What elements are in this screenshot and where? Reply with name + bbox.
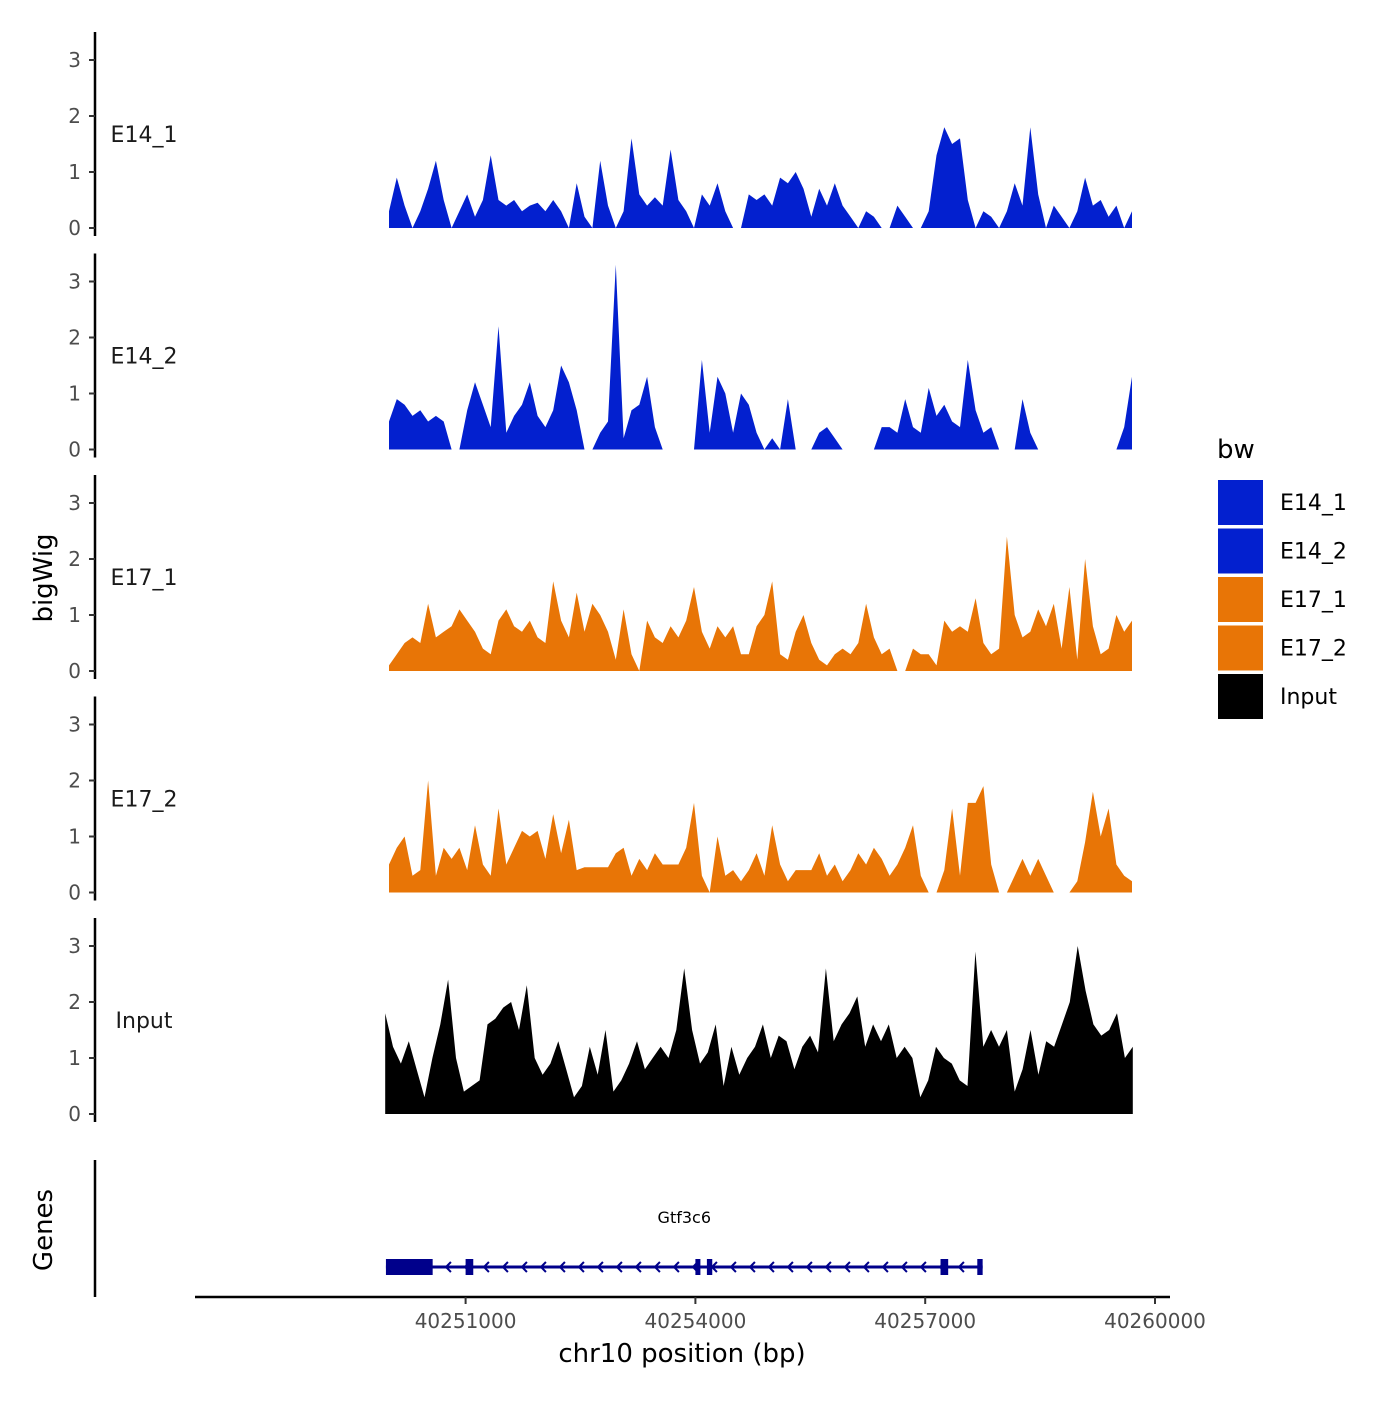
strand-chevron bbox=[615, 1261, 623, 1273]
y-tick-label: 2 bbox=[68, 769, 81, 793]
legend-label-Input: Input bbox=[1280, 685, 1337, 710]
y-tick-label: 2 bbox=[68, 990, 81, 1014]
track-label-E17_2: E17_2 bbox=[111, 788, 178, 813]
gene-Gtf3c6: Gtf3c6 bbox=[385, 1208, 983, 1275]
y-tick-label: 0 bbox=[68, 438, 81, 462]
strand-chevron bbox=[900, 1261, 908, 1273]
track-E14_1: 0 1 2 3 E14_1 bbox=[68, 32, 1132, 240]
strand-chevron bbox=[767, 1261, 775, 1273]
strand-chevron bbox=[729, 1261, 737, 1273]
x-tick-label: 40251000 bbox=[415, 1309, 517, 1333]
strand-chevron bbox=[577, 1261, 585, 1273]
y-tick-label: 0 bbox=[68, 659, 81, 683]
strand-chevron bbox=[558, 1261, 566, 1273]
y-tick-label: 3 bbox=[68, 934, 81, 958]
y-tick-label: 3 bbox=[68, 491, 81, 515]
legend-swatch-E17_2 bbox=[1218, 625, 1263, 671]
signal-area-E14_2 bbox=[389, 264, 1132, 450]
signal-area-E17_1 bbox=[389, 536, 1132, 671]
y-tick-label: 3 bbox=[68, 713, 81, 737]
x-axis-title: chr10 position (bp) bbox=[558, 1339, 805, 1369]
gene-exon bbox=[940, 1259, 949, 1275]
track-label-E17_1: E17_1 bbox=[111, 566, 178, 591]
legend-title: bw bbox=[1217, 435, 1255, 465]
gene-exon bbox=[977, 1259, 983, 1275]
x-axis: 40251000 40254000 40257000 40260000 bbox=[195, 1295, 1206, 1333]
strand-chevron bbox=[824, 1261, 832, 1273]
legend-label-E17_2: E17_2 bbox=[1280, 637, 1347, 662]
strand-chevron bbox=[957, 1261, 965, 1273]
y-tick-label: 0 bbox=[68, 1102, 81, 1126]
signal-area-E14_1 bbox=[389, 127, 1132, 228]
x-tick-label: 40260000 bbox=[1104, 1309, 1206, 1333]
strand-chevron bbox=[919, 1261, 927, 1273]
genes-track-title: Genes bbox=[29, 1189, 59, 1271]
track-E14_2: 0 1 2 3 E14_2 bbox=[68, 253, 1132, 462]
strand-chevron bbox=[520, 1261, 528, 1273]
genes-track: Gtf3c6 bbox=[93, 1160, 983, 1297]
y-tick-label: 1 bbox=[68, 825, 81, 849]
legend-label-E17_1: E17_1 bbox=[1280, 588, 1347, 613]
gene-exon bbox=[465, 1259, 474, 1275]
y-tick-label: 1 bbox=[68, 382, 81, 406]
y-tick-label: 2 bbox=[68, 104, 81, 128]
strand-chevron bbox=[501, 1261, 509, 1273]
strand-chevron bbox=[596, 1261, 604, 1273]
y-tick-label: 1 bbox=[68, 160, 81, 184]
y-axis-title: bigWig bbox=[29, 533, 59, 622]
track-label-Input: Input bbox=[116, 1009, 173, 1034]
gene-name-label: Gtf3c6 bbox=[658, 1208, 711, 1227]
legend-swatch-Input bbox=[1218, 674, 1263, 719]
gene-exon bbox=[695, 1259, 701, 1275]
signal-area-Input bbox=[385, 946, 1133, 1114]
strand-chevron bbox=[672, 1261, 680, 1273]
y-tick-label: 2 bbox=[68, 547, 81, 571]
strand-chevron bbox=[881, 1261, 889, 1273]
y-tick-label: 0 bbox=[68, 216, 81, 240]
strand-chevron bbox=[786, 1261, 794, 1273]
x-tick-label: 40257000 bbox=[874, 1309, 976, 1333]
y-tick-label: 1 bbox=[68, 1046, 81, 1070]
y-tick-label: 3 bbox=[68, 270, 81, 294]
track-E17_1: 0 1 2 3 E17_1 bbox=[68, 475, 1132, 683]
y-tick-label: 3 bbox=[68, 48, 81, 72]
track-label-E14_1: E14_1 bbox=[111, 123, 178, 148]
legend: bw E14_1 E14_2 E17_1 E17_2 Input bbox=[1217, 435, 1347, 719]
legend-label-E14_1: E14_1 bbox=[1280, 491, 1347, 516]
strand-chevron bbox=[444, 1261, 452, 1273]
track-Input: 0 1 2 3 Input bbox=[68, 918, 1133, 1126]
x-tick-label: 40254000 bbox=[645, 1309, 747, 1333]
track-label-E14_2: E14_2 bbox=[111, 345, 178, 370]
gene-exon bbox=[385, 1259, 433, 1275]
y-tick-label: 1 bbox=[68, 603, 81, 627]
strand-chevron bbox=[748, 1261, 756, 1273]
strand-chevron bbox=[539, 1261, 547, 1273]
strand-chevron bbox=[634, 1261, 642, 1273]
strand-chevron bbox=[653, 1261, 661, 1273]
track-E17_2: 0 1 2 3 E17_2 bbox=[68, 696, 1132, 905]
signal-tracks: 0 1 2 3 E14_1 0 1 2 3 E14_2 0 1 2 3 E17_1 0 1 2 3 E17_2 0 1 2 3… bbox=[68, 32, 1133, 1126]
legend-swatch-E17_1 bbox=[1218, 577, 1263, 622]
strand-chevron bbox=[805, 1261, 813, 1273]
legend-label-E14_2: E14_2 bbox=[1280, 540, 1347, 565]
gene-exon bbox=[706, 1259, 713, 1275]
y-tick-label: 2 bbox=[68, 326, 81, 350]
legend-swatch-E14_2 bbox=[1218, 528, 1263, 574]
strand-chevron bbox=[482, 1261, 490, 1273]
legend-swatch-E14_1 bbox=[1218, 480, 1263, 525]
strand-chevron bbox=[862, 1261, 870, 1273]
strand-chevron bbox=[843, 1261, 851, 1273]
signal-area-E17_2 bbox=[389, 780, 1132, 893]
y-tick-label: 0 bbox=[68, 881, 81, 905]
